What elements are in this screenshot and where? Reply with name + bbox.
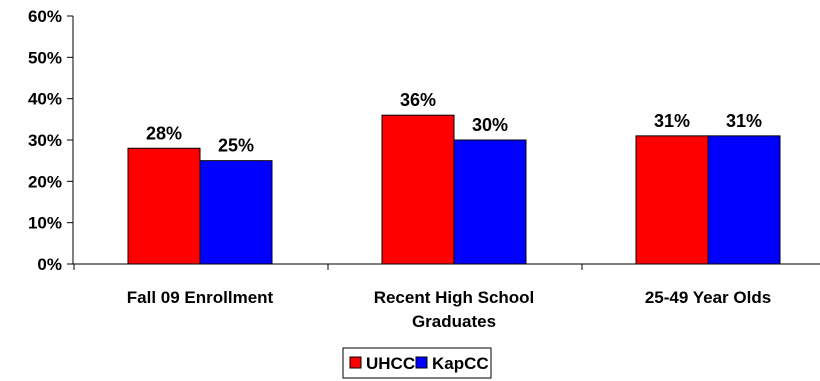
bar-kapcc-2: [707, 135, 781, 265]
bars: [127, 114, 781, 265]
legend-swatch-kapcc: [415, 356, 428, 369]
data-label: 28%: [146, 123, 182, 143]
data-label: 30%: [472, 115, 508, 135]
y-tick-label: 50%: [28, 48, 62, 67]
y-tick-label: 30%: [28, 131, 62, 150]
y-tick-label: 20%: [28, 172, 62, 191]
labels: 28% 25% Fall 09 Enrollment 36% 30% Recent Hig…: [127, 90, 771, 331]
bar-uhcc-0: [127, 147, 201, 265]
y-tick-label: 40%: [28, 90, 62, 109]
y-tick-label: 10%: [28, 214, 62, 233]
legend: UHCC KapCC: [342, 347, 492, 379]
data-label: 36%: [400, 90, 436, 110]
data-label: 25%: [218, 136, 254, 156]
x-category-label: Fall 09 Enrollment: [127, 288, 274, 307]
legend-label-uhcc: UHCC: [366, 354, 415, 373]
y-tick-label: 0%: [37, 255, 62, 274]
data-label: 31%: [726, 111, 762, 131]
x-category-label: Recent High School: [374, 288, 535, 307]
y-tick-label: 60%: [28, 7, 62, 26]
bar-uhcc-1: [381, 114, 455, 265]
bar-kapcc-0: [199, 160, 273, 265]
legend-swatch-uhcc: [349, 356, 362, 369]
x-category-label: Graduates: [412, 312, 496, 331]
x-category-label: 25-49 Year Olds: [645, 288, 771, 307]
legend-label-kapcc: KapCC: [432, 354, 489, 373]
bar-uhcc-2: [635, 135, 709, 265]
bar-kapcc-1: [453, 139, 527, 265]
data-label: 31%: [654, 111, 690, 131]
